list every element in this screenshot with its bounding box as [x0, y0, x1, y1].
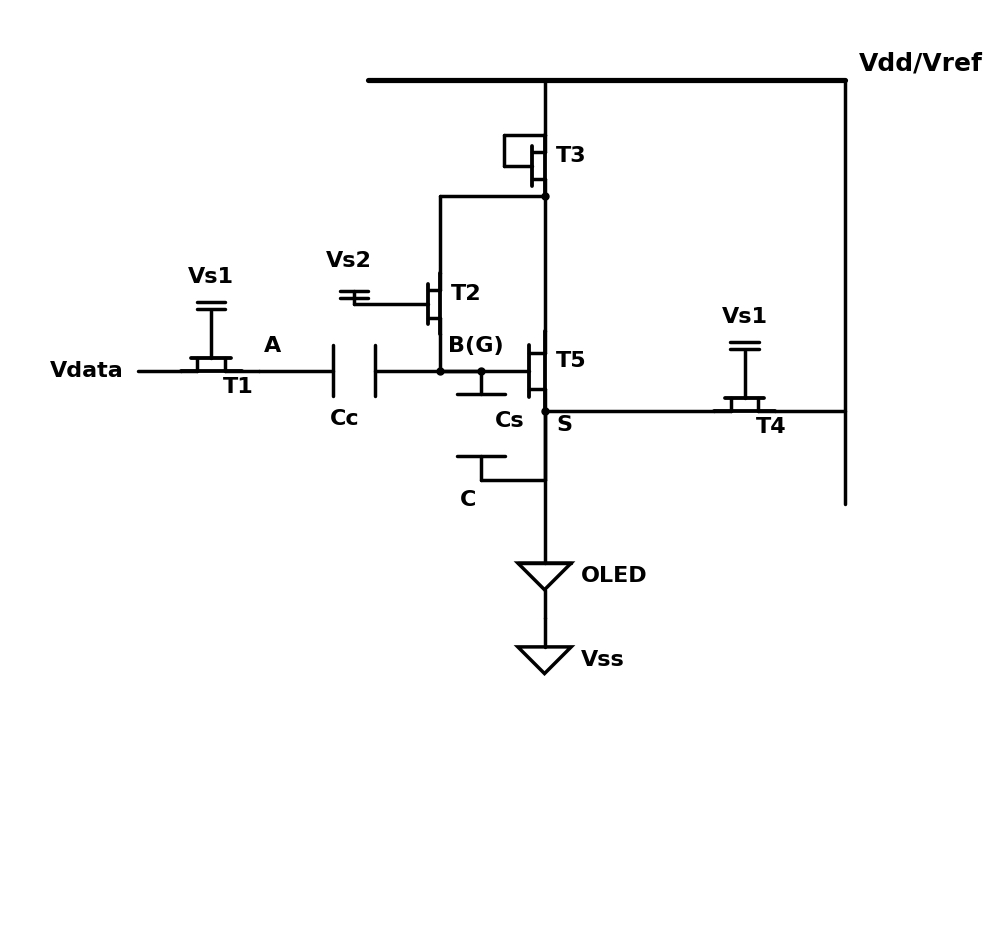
Text: Vs1: Vs1	[722, 307, 768, 327]
Text: C: C	[460, 490, 476, 509]
Text: Vs1: Vs1	[188, 267, 234, 287]
Text: Vdata: Vdata	[50, 360, 123, 381]
Text: T2: T2	[451, 284, 482, 305]
Text: T5: T5	[556, 351, 587, 371]
Text: B(G): B(G)	[448, 336, 504, 357]
Text: OLED: OLED	[581, 567, 647, 586]
Text: T1: T1	[222, 377, 253, 397]
Text: A: A	[263, 336, 281, 357]
Text: Cc: Cc	[330, 408, 359, 429]
Text: Cs: Cs	[495, 410, 525, 431]
Text: Vss: Vss	[581, 650, 624, 670]
Text: Vdd/Vref: Vdd/Vref	[859, 51, 983, 75]
Text: Vs2: Vs2	[326, 251, 372, 270]
Text: T4: T4	[756, 418, 787, 437]
Text: S: S	[556, 416, 572, 435]
Text: T3: T3	[556, 146, 587, 166]
